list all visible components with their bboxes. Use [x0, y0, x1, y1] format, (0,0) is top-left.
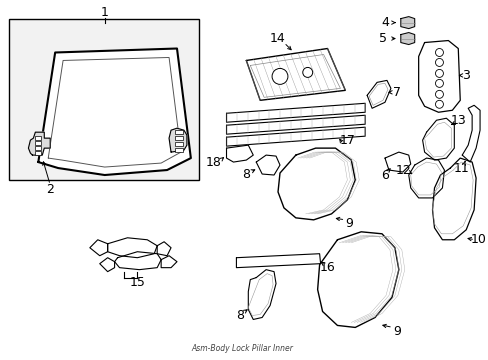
Polygon shape	[418, 41, 459, 112]
Text: 15: 15	[129, 276, 145, 289]
Polygon shape	[169, 128, 186, 152]
Text: 16: 16	[319, 261, 335, 274]
Circle shape	[435, 58, 443, 67]
Text: 12: 12	[395, 163, 411, 176]
Polygon shape	[226, 127, 365, 146]
Polygon shape	[226, 145, 253, 162]
Text: 8: 8	[242, 167, 250, 180]
Polygon shape	[408, 158, 444, 198]
Text: 10: 10	[470, 233, 486, 246]
Polygon shape	[157, 242, 171, 256]
Bar	[9, 19, 199, 180]
Text: 9: 9	[392, 325, 400, 338]
Text: 3: 3	[461, 69, 469, 82]
Polygon shape	[384, 152, 410, 172]
Text: 17: 17	[339, 134, 355, 147]
Text: 1: 1	[101, 6, 108, 19]
Text: 8: 8	[236, 309, 244, 322]
Polygon shape	[226, 115, 365, 134]
Polygon shape	[161, 256, 177, 268]
Bar	[175, 148, 183, 152]
Polygon shape	[278, 148, 355, 220]
Bar	[35, 141, 41, 145]
Polygon shape	[107, 238, 157, 258]
Polygon shape	[38, 49, 190, 175]
Text: 7: 7	[392, 86, 400, 99]
Bar	[35, 151, 41, 155]
Text: 6: 6	[380, 168, 388, 181]
Circle shape	[435, 100, 443, 108]
Polygon shape	[317, 232, 398, 328]
Text: 14: 14	[269, 32, 285, 45]
Polygon shape	[236, 254, 320, 268]
Text: Asm-Body Lock Pillar Inner: Asm-Body Lock Pillar Inner	[191, 344, 293, 353]
Text: 4: 4	[380, 16, 388, 29]
Text: 13: 13	[449, 114, 465, 127]
Polygon shape	[114, 252, 161, 270]
Polygon shape	[90, 240, 107, 256]
Polygon shape	[461, 105, 479, 162]
Bar	[175, 142, 183, 146]
Circle shape	[435, 49, 443, 57]
Polygon shape	[366, 80, 390, 108]
Text: 9: 9	[345, 217, 352, 230]
Circle shape	[435, 80, 443, 87]
Polygon shape	[432, 158, 475, 240]
Bar	[35, 146, 41, 150]
Polygon shape	[100, 258, 114, 272]
Circle shape	[302, 67, 312, 77]
Bar	[175, 136, 183, 140]
Polygon shape	[400, 17, 414, 28]
Polygon shape	[28, 132, 50, 155]
Bar	[35, 136, 41, 140]
Circle shape	[435, 90, 443, 98]
Polygon shape	[246, 49, 345, 100]
Bar	[175, 130, 183, 134]
Circle shape	[271, 68, 287, 84]
Text: 11: 11	[452, 162, 468, 175]
Text: 2: 2	[46, 184, 54, 197]
Circle shape	[435, 69, 443, 77]
Text: 5: 5	[378, 32, 386, 45]
Polygon shape	[400, 32, 414, 45]
Polygon shape	[226, 103, 365, 122]
Polygon shape	[422, 118, 453, 160]
Polygon shape	[248, 270, 275, 319]
Polygon shape	[256, 155, 280, 175]
Text: 18: 18	[205, 156, 221, 168]
